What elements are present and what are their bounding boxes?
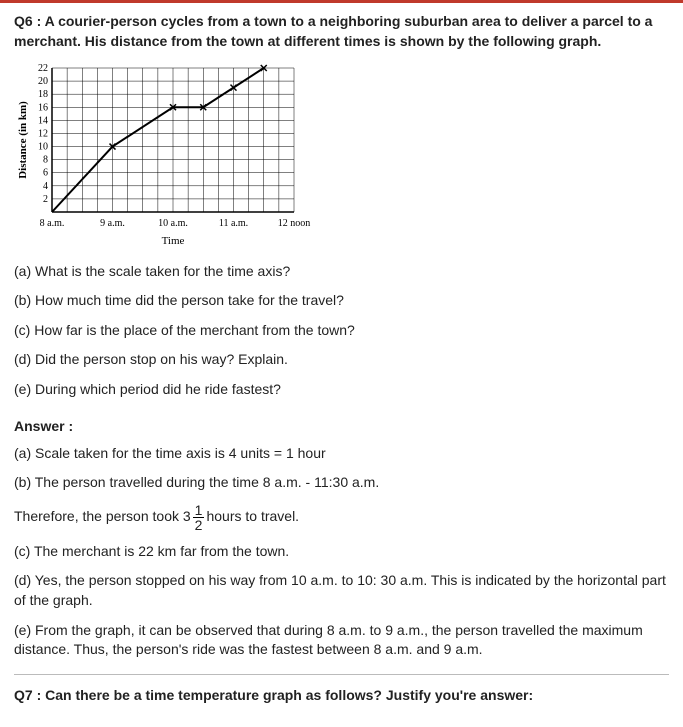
answer-b2-post: hours to travel.	[206, 508, 299, 524]
q6-part-c: (c) How far is the place of the merchant…	[14, 321, 669, 341]
q6-number: Q6 :	[14, 13, 41, 29]
svg-text:18: 18	[38, 89, 48, 100]
svg-text:16: 16	[38, 102, 48, 113]
fraction-numerator: 1	[193, 503, 205, 518]
q6-answer-a: (a) Scale taken for the time axis is 4 u…	[14, 444, 669, 464]
svg-text:Distance (in km): Distance (in km)	[17, 100, 29, 178]
q6-answer-c: (c) The merchant is 22 km far from the t…	[14, 542, 669, 562]
divider	[14, 674, 669, 675]
fraction-half: 12	[193, 503, 205, 532]
distance-time-graph: 2 4 6 8 10 12 14 16 18 20 22 8 a.m. 9 a.m. 10 a.m. 11 …	[14, 60, 314, 250]
svg-text:20: 20	[38, 76, 48, 87]
svg-text:8 a.m.: 8 a.m.	[40, 218, 65, 229]
svg-text:11 a.m.: 11 a.m.	[219, 218, 248, 229]
q6-answer-b: (b) The person travelled during the time…	[14, 473, 669, 493]
svg-text:2: 2	[43, 194, 48, 205]
q6-part-e: (e) During which period did he ride fast…	[14, 380, 669, 400]
q6-heading: Q6 : A courier-person cycles from a town…	[14, 11, 669, 52]
svg-text:8: 8	[43, 154, 48, 165]
svg-text:10: 10	[38, 141, 48, 152]
svg-text:10 a.m.: 10 a.m.	[158, 218, 188, 229]
q6-prompt: A courier-person cycles from a town to a…	[14, 13, 652, 49]
q7-heading: Q7 : Can there be a time temperature gra…	[14, 685, 669, 705]
svg-text:9 a.m.: 9 a.m.	[100, 218, 125, 229]
q6-part-a: (a) What is the scale taken for the time…	[14, 262, 669, 282]
answer-b2-pre: Therefore, the person took 3	[14, 508, 191, 524]
q6-answer-d: (d) Yes, the person stopped on his way f…	[14, 571, 669, 610]
svg-text:14: 14	[38, 115, 48, 126]
svg-text:6: 6	[43, 167, 48, 178]
fraction-denominator: 2	[193, 518, 205, 532]
q6-answer-e: (e) From the graph, it can be observed t…	[14, 621, 669, 660]
svg-text:Time: Time	[162, 235, 185, 247]
svg-text:4: 4	[43, 180, 48, 191]
page-content: Q6 : A courier-person cycles from a town…	[0, 3, 683, 727]
q7-number: Q7 :	[14, 687, 41, 703]
q6-part-b: (b) How much time did the person take fo…	[14, 291, 669, 311]
svg-text:12 noon: 12 noon	[278, 218, 311, 229]
answer-heading: Answer :	[14, 418, 669, 434]
svg-text:22: 22	[38, 63, 48, 74]
q7-prompt: Can there be a time temperature graph as…	[45, 687, 533, 703]
svg-text:12: 12	[38, 128, 48, 139]
q6-chart: 2 4 6 8 10 12 14 16 18 20 22 8 a.m. 9 a.m. 10 a.m. 11 …	[14, 60, 669, 250]
q6-part-d: (d) Did the person stop on his way? Expl…	[14, 350, 669, 370]
q6-answer-b2: Therefore, the person took 312hours to t…	[14, 503, 669, 532]
